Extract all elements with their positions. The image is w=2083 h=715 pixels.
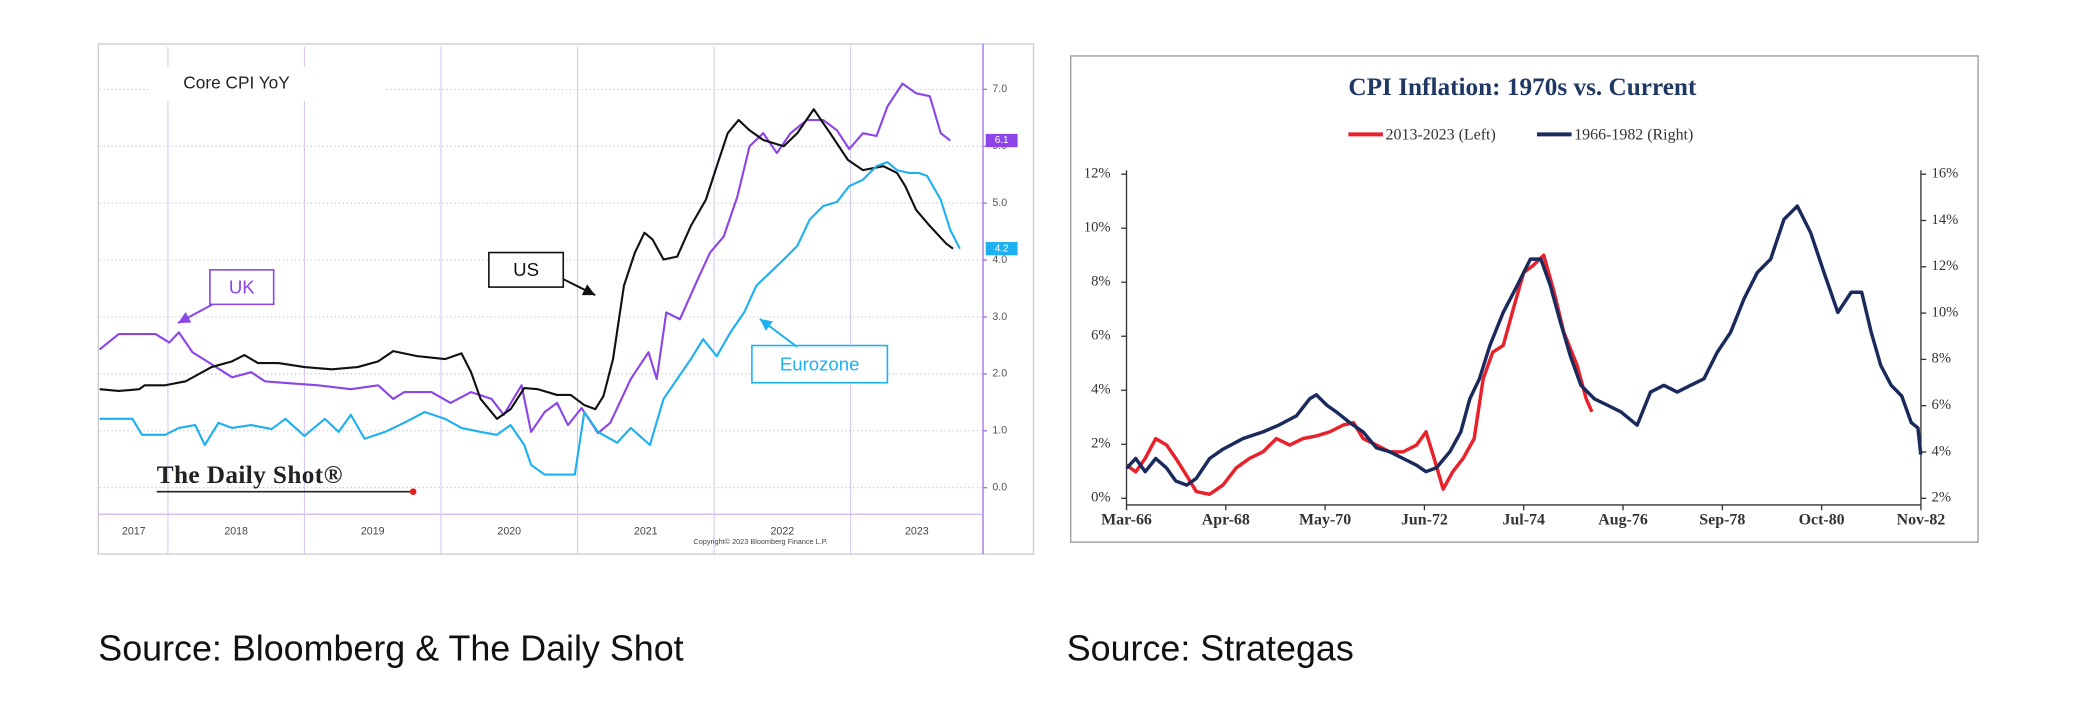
y-tick-label: 1.0 (992, 425, 1007, 437)
y-tick-label: 8% (1091, 274, 1110, 290)
y2-tick-label: 10% (1932, 304, 1959, 320)
value-label: 4.2 (995, 243, 1009, 254)
legend-label: 2013-2023 (Left) (1386, 126, 1496, 143)
value-label-box (985, 242, 1018, 256)
x-tick-label: Nov-82 (1897, 512, 1946, 529)
x-tick-label: 2018 (224, 525, 248, 537)
callout-box (488, 251, 565, 288)
logo-dot (409, 488, 417, 495)
y-tick-label: 3.0 (992, 311, 1007, 323)
y2-tick-label: 16% (1932, 166, 1959, 182)
x-tick-label: 2019 (361, 525, 385, 537)
x-tick-label: Mar-66 (1101, 512, 1152, 529)
series-line (99, 108, 954, 420)
y-tick-label: 4% (1091, 382, 1110, 398)
callout-arrow (177, 303, 214, 324)
series-line (99, 161, 961, 476)
legend-label: US (513, 259, 539, 280)
x-tick-label: Sep-78 (1699, 512, 1745, 529)
y-tick-label: 12% (1084, 166, 1111, 182)
y2-tick-label: 8% (1932, 351, 1951, 367)
x-tick-label: Oct-80 (1799, 512, 1845, 529)
source-caption: Source: Strategas (1067, 629, 1354, 669)
y-tick-label: 0% (1091, 490, 1110, 506)
logo: The Daily Shot® (157, 462, 343, 489)
y-tick-label: 4.0 (992, 254, 1007, 266)
y2-tick-label: 2% (1932, 490, 1951, 506)
legend-label: 1966-1982 (Right) (1574, 126, 1693, 143)
y-tick-label: 10% (1084, 220, 1111, 236)
x-tick-label: Apr-68 (1202, 512, 1250, 529)
y-tick-label: 2% (1091, 436, 1110, 452)
callout-box (209, 269, 275, 306)
x-tick-label: 2017 (122, 525, 146, 537)
x-tick-label: 2023 (905, 525, 929, 537)
y2-tick-label: 12% (1932, 258, 1959, 274)
chart-title: Core CPI YoY (183, 72, 290, 92)
y-tick-label: 5.0 (992, 197, 1007, 209)
x-tick-label: Aug-76 (1598, 512, 1648, 529)
legend-label: UK (229, 276, 255, 297)
x-tick-label: 2021 (634, 525, 658, 537)
chart-frame (1070, 55, 1979, 543)
callout-arrow (562, 278, 596, 296)
x-tick-label: May-70 (1299, 512, 1351, 529)
x-tick-label: Jul-74 (1502, 512, 1545, 529)
x-tick-label: 2022 (771, 525, 795, 537)
y2-tick-label: 6% (1932, 397, 1951, 413)
y-tick-label: 7.0 (992, 83, 1007, 95)
x-tick-label: Jun-72 (1401, 512, 1448, 529)
title-box (148, 66, 386, 102)
x-tick-label: 2020 (497, 525, 521, 537)
copyright: Copyright© 2023 Bloomberg Finance L.P. (693, 537, 827, 546)
source-caption: Source: Bloomberg & The Daily Shot (98, 629, 683, 669)
series-line (1125, 204, 1923, 487)
y-tick-label: 2.0 (992, 368, 1007, 380)
callout-box (751, 344, 889, 384)
value-label: 6.1 (995, 135, 1009, 146)
y2-tick-label: 4% (1932, 443, 1951, 459)
legend-label: Eurozone (780, 353, 860, 374)
callout-arrow (759, 318, 798, 348)
y2-tick-label: 14% (1932, 212, 1959, 228)
value-label-box (985, 133, 1018, 148)
y-tick-label: 0.0 (992, 482, 1007, 494)
chart-title: CPI Inflation: 1970s vs. Current (1348, 74, 1697, 101)
y-tick-label: 6% (1091, 328, 1110, 344)
